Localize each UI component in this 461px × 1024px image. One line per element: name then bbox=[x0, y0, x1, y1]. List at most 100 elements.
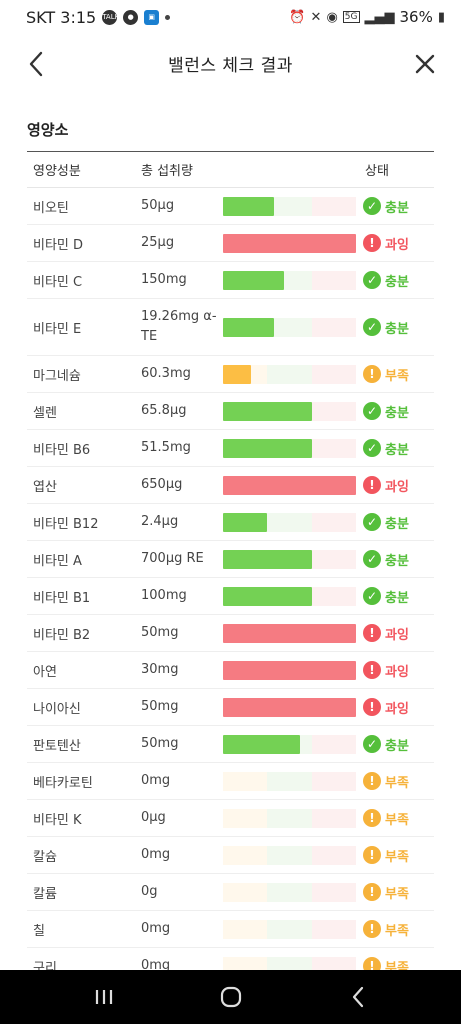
battery-level: 36% bbox=[399, 8, 433, 26]
location-icon: ◉ bbox=[326, 9, 338, 25]
status-badge: ! 부족 bbox=[363, 846, 409, 865]
table-row: 비타민 K 0μg ! 부족 bbox=[27, 800, 434, 837]
system-nav-bar bbox=[0, 970, 461, 1024]
nutrient-name: 비타민 B6 bbox=[33, 442, 91, 458]
intake-bar-fill bbox=[223, 196, 274, 216]
nutrient-total: 60.3mg bbox=[141, 366, 191, 381]
exclamation-circle-icon: ! bbox=[363, 476, 381, 494]
status-badge: ! 부족 bbox=[363, 809, 409, 828]
nutrient-name: 판토텐산 bbox=[33, 738, 81, 754]
status-badge: ✓ 충분 bbox=[363, 439, 409, 458]
status-label: 부족 bbox=[385, 368, 409, 384]
status-label: 충분 bbox=[385, 553, 409, 569]
bar-zone-ok bbox=[267, 364, 312, 384]
status-badge: ✓ 충분 bbox=[363, 587, 409, 606]
status-label: 충분 bbox=[385, 321, 409, 337]
status-badge: ! 부족 bbox=[363, 772, 409, 791]
status-badge: ! 과잉 bbox=[363, 661, 409, 680]
nutrient-name: 비타민 C bbox=[33, 274, 83, 290]
table-row: 비타민 B2 50mg! 과잉 bbox=[27, 615, 434, 652]
intake-bar-fill bbox=[223, 549, 313, 569]
back-nav-button[interactable] bbox=[338, 977, 378, 1017]
status-left: SKT 3:15 TALK ● ▣ bbox=[26, 8, 171, 27]
table-row: 칼륨 0g! 부족 bbox=[27, 874, 434, 911]
status-label: 부족 bbox=[385, 812, 409, 828]
intake-bar bbox=[223, 586, 356, 606]
exclamation-circle-icon: ! bbox=[363, 234, 381, 252]
intake-bar bbox=[223, 882, 356, 902]
back-nav-icon bbox=[352, 986, 363, 1008]
status-badge: ! 부족 bbox=[363, 883, 409, 902]
battery-icon: ▮ bbox=[437, 9, 445, 25]
nutrient-total: 700μg RE bbox=[141, 551, 204, 566]
intake-bar-fill bbox=[223, 270, 285, 290]
status-label: 충분 bbox=[385, 516, 409, 532]
close-button[interactable] bbox=[411, 50, 439, 78]
nutrient-total: 0μg bbox=[141, 810, 166, 825]
intake-bar-fill bbox=[223, 734, 301, 754]
check-circle-icon: ✓ bbox=[363, 587, 381, 605]
check-circle-icon: ✓ bbox=[363, 439, 381, 457]
intake-bar bbox=[223, 845, 356, 865]
table-header: 영양성분 총 섭취량 상태 bbox=[27, 152, 434, 188]
status-label: 충분 bbox=[385, 590, 409, 606]
nutrient-total: 50mg bbox=[141, 699, 179, 714]
header-name: 영양성분 bbox=[33, 164, 81, 179]
intake-bar-fill bbox=[223, 438, 313, 458]
status-label: 과잉 bbox=[385, 237, 409, 253]
bar-zone-over bbox=[311, 845, 356, 865]
exclamation-circle-icon: ! bbox=[363, 846, 381, 864]
bar-zone-over bbox=[311, 438, 356, 458]
bar-zone-over bbox=[311, 512, 356, 532]
alarm-icon: ⏰ bbox=[289, 9, 306, 25]
intake-bar bbox=[223, 697, 356, 717]
table-row: 비타민 B6 51.5mg ✓ 충분 bbox=[27, 430, 434, 467]
nutrient-name: 칠 bbox=[33, 923, 45, 939]
check-circle-icon: ✓ bbox=[363, 735, 381, 753]
app-header: 밸런스 체크 결과 bbox=[0, 34, 461, 92]
status-badge: ! 과잉 bbox=[363, 234, 409, 253]
table-row: 비타민 E 19.26mg α-TE ✓ 충분 bbox=[27, 299, 434, 356]
nutrient-total: 100mg bbox=[141, 588, 187, 603]
back-button[interactable] bbox=[22, 50, 50, 78]
nutrient-name: 비타민 K bbox=[33, 812, 82, 828]
table-row: 비오틴 50μg ✓ 충분 bbox=[27, 188, 434, 225]
bar-zone-over bbox=[311, 401, 356, 421]
status-label: 충분 bbox=[385, 200, 409, 216]
nutrient-name: 비타민 B12 bbox=[33, 516, 99, 532]
intake-bar bbox=[223, 808, 356, 828]
status-badge: ✓ 충분 bbox=[363, 402, 409, 421]
nutrient-name: 나이아신 bbox=[33, 701, 81, 717]
status-badge: ✓ 충분 bbox=[363, 513, 409, 532]
status-badge: ! 과잉 bbox=[363, 476, 409, 495]
nutrient-total: 0mg bbox=[141, 958, 171, 973]
table-row: 비타민 B1 100mg ✓ 충분 bbox=[27, 578, 434, 615]
intake-bar-fill bbox=[223, 475, 356, 495]
status-badge: ✓ 충분 bbox=[363, 318, 409, 337]
status-label: 부족 bbox=[385, 886, 409, 902]
nutrient-name: 베타카로틴 bbox=[33, 775, 93, 791]
table-row: 비타민 B12 2.4μg ✓ 충분 bbox=[27, 504, 434, 541]
nutrient-name: 비오틴 bbox=[33, 200, 69, 216]
status-right: ⏰ ✕ ◉ 5G ▂▄▆ 36% ▮ bbox=[289, 8, 445, 26]
table-row: 칼슘 0mg! 부족 bbox=[27, 837, 434, 874]
check-circle-icon: ✓ bbox=[363, 318, 381, 336]
nutrient-name: 마그네슘 bbox=[33, 368, 81, 384]
table-row: 셀렌 65.8μg ✓ 충분 bbox=[27, 393, 434, 430]
intake-bar bbox=[223, 623, 356, 643]
nutrient-total: 0g bbox=[141, 884, 158, 899]
bar-zone-over bbox=[311, 196, 356, 216]
intake-bar bbox=[223, 438, 356, 458]
nutrient-name: 비타민 B1 bbox=[33, 590, 91, 606]
bar-zone-over bbox=[311, 270, 356, 290]
exclamation-circle-icon: ! bbox=[363, 883, 381, 901]
status-badge: ✓ 충분 bbox=[363, 550, 409, 569]
bar-zone-ok bbox=[267, 808, 312, 828]
bar-zone-ok bbox=[267, 882, 312, 902]
bar-zone-ok bbox=[267, 845, 312, 865]
table-row: 비타민 D 25μg! 과잉 bbox=[27, 225, 434, 262]
check-circle-icon: ✓ bbox=[363, 513, 381, 531]
section-divider bbox=[27, 151, 434, 152]
home-button[interactable] bbox=[211, 977, 251, 1017]
recent-apps-button[interactable] bbox=[84, 977, 124, 1017]
